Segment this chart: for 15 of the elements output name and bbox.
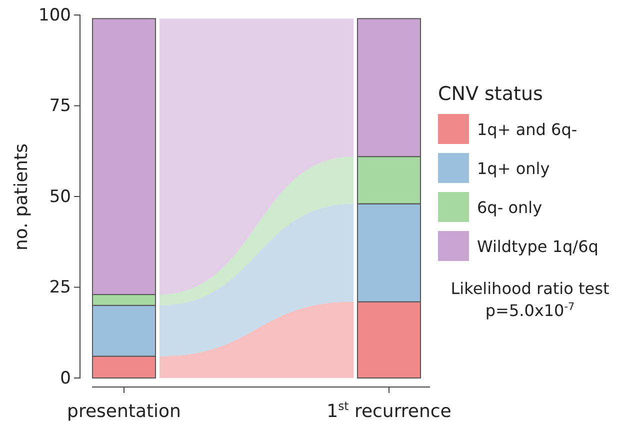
- y-tick-label: 75: [49, 96, 71, 116]
- y-tick-label: 25: [49, 278, 71, 298]
- y-tick-label: 50: [49, 186, 71, 207]
- annotation: Likelihood ratio test: [450, 279, 610, 298]
- legend-label: 1q+ only: [477, 159, 550, 178]
- legend-label: 1q+ and 6q-: [477, 120, 578, 139]
- legend-label: 6q- only: [477, 198, 542, 217]
- y-axis-title: no. patients: [11, 144, 32, 250]
- legend-label: Wildtype 1q/6q: [477, 237, 598, 256]
- y-tick-label: 100: [38, 5, 71, 26]
- x-tick-label: 1$^{st}$ recurrence: [326, 399, 452, 422]
- x-tick-label: presentation: [67, 401, 181, 422]
- annotation: p=5.0x10$^{-7}$: [485, 301, 575, 320]
- y-tick-label: 0: [60, 368, 71, 388]
- legend-title: CNV status: [438, 83, 543, 105]
